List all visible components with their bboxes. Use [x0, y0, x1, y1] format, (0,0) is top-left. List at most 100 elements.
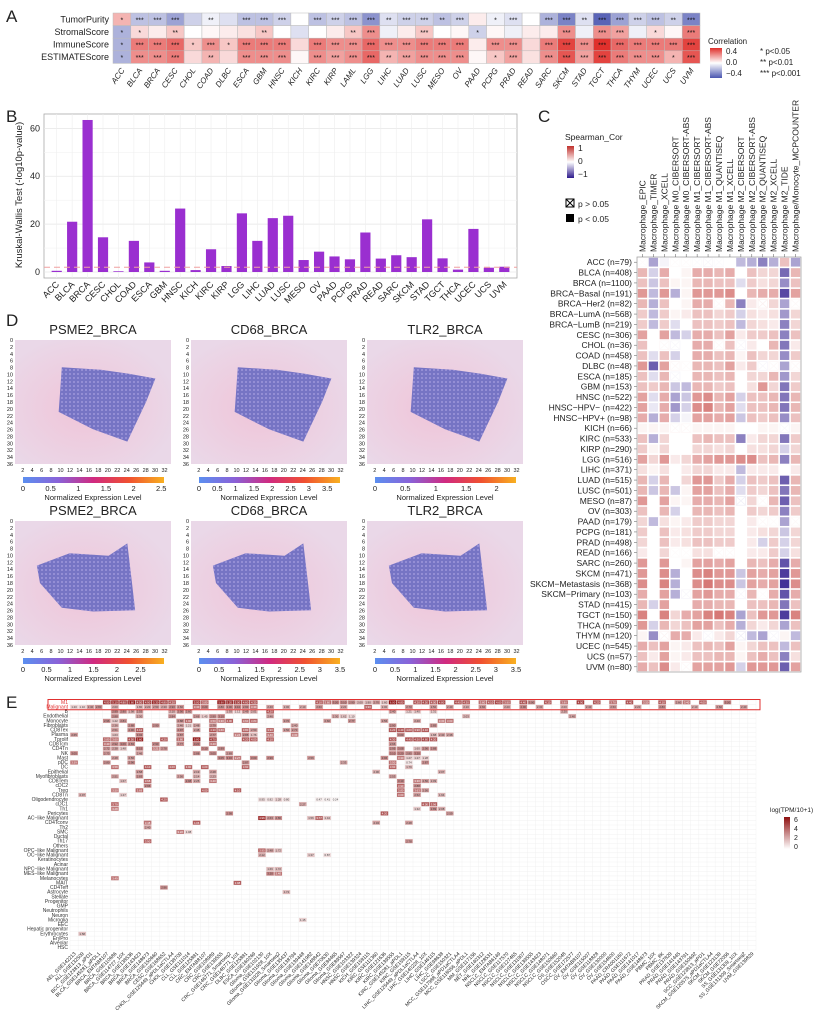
heatmap-cell: [790, 465, 801, 475]
heatmap-cell: [692, 548, 702, 558]
heatmap-cell: [184, 718, 193, 723]
cell-value: 2.50: [431, 705, 437, 709]
heatmap-cell: [790, 320, 801, 329]
heatmap-cell: [249, 737, 258, 742]
heatmap-cell: [779, 361, 790, 371]
heatmap-cell: [584, 704, 593, 709]
colorbar-tick: 2: [277, 665, 281, 674]
heatmap-cell: [659, 506, 669, 516]
heatmap-cell: [200, 704, 209, 709]
column-label: Macrophage_EPIC: [637, 180, 647, 252]
heatmap-cell: [413, 755, 421, 760]
x-tick-label: 2: [197, 649, 200, 655]
heatmap-cell: [659, 465, 669, 475]
cell-value: 2.88: [194, 751, 200, 755]
heatmap-cell: [769, 610, 779, 620]
ns-cross: [671, 341, 680, 350]
heatmap-cell: [192, 714, 201, 719]
y-tick-label: 18: [359, 400, 365, 406]
significance-stars: **: [173, 30, 179, 37]
heatmap-cell: [692, 527, 702, 537]
heatmap-cell: [736, 486, 746, 495]
heatmap-cell: [225, 755, 234, 760]
significance-stars: ***: [651, 43, 659, 50]
heatmap-cell: [747, 257, 757, 267]
heatmap-cell: [315, 704, 323, 709]
cell-value: 2.87: [178, 733, 184, 737]
column-label: MESO: [426, 66, 447, 90]
row-label: Microglia: [48, 917, 68, 923]
y-tick-label: 26: [7, 609, 13, 615]
y-tick-label: 2: [186, 526, 189, 532]
bar-UCEC: [468, 228, 479, 272]
heatmap-cell: [670, 600, 680, 609]
heatmap-cell: [769, 496, 779, 506]
cell-value: 4.30: [463, 700, 469, 704]
cell-value: 3.30: [398, 756, 404, 760]
cell-value: 2.73: [104, 751, 110, 755]
x-tick-label: 32: [337, 649, 343, 655]
heatmap-cell: [388, 741, 397, 746]
significance-stars: *: [138, 30, 141, 37]
heatmap-cell: [790, 620, 801, 630]
cell-value: 0.41: [325, 798, 331, 802]
heatmap-cell: [266, 732, 274, 737]
heatmap-cell: [725, 662, 735, 672]
heatmap-cell: [219, 25, 238, 39]
heatmap-cell: [681, 340, 691, 350]
heatmap-cell: [790, 496, 801, 506]
cell-value: 2.19: [194, 770, 200, 774]
heatmap-cell: [388, 774, 397, 779]
heatmap-cell: [478, 704, 487, 709]
cell-value: 3.28: [112, 807, 118, 811]
ns-cross: [714, 258, 724, 267]
cell-value: 3.40: [210, 742, 216, 746]
heatmap-cell: [258, 816, 266, 821]
significance-stars: ***: [402, 55, 410, 62]
heatmap-cell: [725, 309, 735, 319]
significance-stars: ***: [402, 17, 410, 24]
legend-tick: −1: [578, 169, 588, 179]
heatmap-cell: [183, 50, 203, 64]
cell-value: 4.30: [390, 737, 396, 741]
heatmap-cell: [747, 330, 757, 340]
heatmap-cell: [380, 755, 389, 760]
heatmap-cell: [119, 718, 127, 723]
ns-cross: [758, 341, 767, 350]
heatmap-cell: [648, 361, 659, 371]
heatmap-cell: [670, 330, 680, 340]
heatmap-cell: [560, 704, 568, 709]
heatmap-cell: [637, 444, 648, 454]
heatmap-cell: [421, 802, 430, 807]
cell-value: 4.00: [227, 719, 233, 723]
cell-value: 3.10: [398, 779, 404, 783]
significance-stars: ***: [153, 17, 161, 24]
significance-stars: ***: [278, 17, 286, 24]
row-label: CHOL (n=36): [582, 340, 633, 350]
heatmap-cell: [769, 558, 779, 568]
heatmap-cell: [143, 820, 152, 825]
cell-value: 3.60: [480, 700, 486, 704]
heatmap-cell: [241, 704, 250, 709]
heatmap-cell: [209, 732, 217, 737]
heatmap-cell: [725, 652, 735, 661]
colorbar-label: Normalized Expression Level: [44, 674, 141, 683]
heatmap-cell: [747, 444, 757, 454]
heatmap-cell: [625, 700, 634, 705]
x-tick-label: 24: [124, 649, 130, 655]
heatmap-cell: [670, 309, 680, 319]
heatmap-cell: [445, 732, 454, 737]
heatmap-cell: [670, 320, 680, 329]
heatmap-cell: [135, 746, 144, 751]
heatmap-cell: [692, 506, 702, 516]
heatmap-cell: [308, 25, 327, 39]
heatmap-cell: [779, 413, 790, 423]
heatmap-cell: [160, 746, 168, 751]
heatmap-cell: [160, 737, 168, 742]
cell-value: 2.56: [308, 756, 314, 760]
y-tick-label: 14: [359, 567, 365, 573]
heatmap-cell: [658, 704, 666, 709]
heatmap-cell: [135, 737, 144, 742]
heatmap-cell: [758, 652, 768, 661]
heatmap-cell: [692, 278, 702, 288]
